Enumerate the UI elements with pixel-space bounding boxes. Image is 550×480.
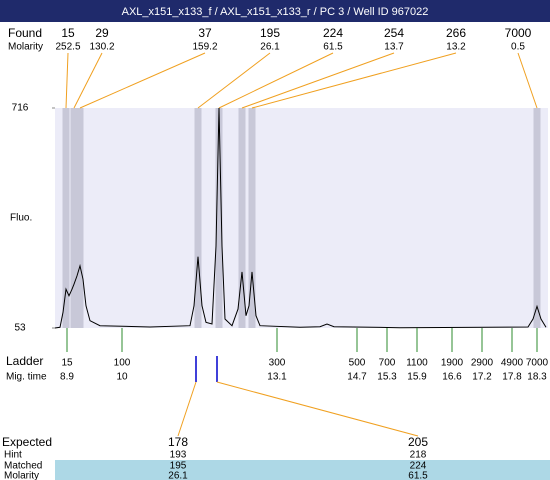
found-molarity: 61.5	[323, 42, 343, 53]
peak-connector	[197, 52, 271, 109]
ladder-size: 1900	[441, 358, 464, 369]
found-size: 37	[198, 26, 212, 40]
row-label: Expected	[2, 435, 52, 449]
matched-highlight	[55, 460, 550, 480]
row-label: Hint	[4, 450, 22, 461]
peak-band	[194, 108, 202, 328]
ladder-label: Ladder	[6, 354, 43, 368]
row-label: Molarity	[4, 471, 39, 480]
molarity-label: Molarity	[8, 42, 43, 53]
peak-connector	[218, 52, 334, 109]
header-bar	[0, 0, 550, 22]
peak-band	[248, 108, 256, 328]
found-size: 7000	[505, 26, 532, 40]
found-size: 266	[446, 26, 466, 40]
found-molarity: 13.2	[446, 42, 466, 53]
peak-connector	[65, 52, 69, 109]
peak-connector	[79, 52, 206, 109]
ladder-time: 13.1	[267, 372, 287, 383]
ladder-size: 2900	[471, 358, 494, 369]
expected-molarity: 26.1	[168, 471, 188, 480]
expected-matched: 224	[410, 461, 427, 472]
peak-band	[62, 108, 70, 328]
mig-time-label: Mig. time	[6, 372, 47, 383]
expected-hint: 218	[410, 450, 427, 461]
ladder-size: 1100	[406, 358, 428, 369]
ladder-time: 8.9	[60, 372, 74, 383]
y-axis-label: Fluo.	[10, 213, 32, 224]
header-title: AXL_x151_x133_f / AXL_x151_x133_r / PC 3…	[122, 6, 429, 18]
peak-connector	[251, 52, 457, 109]
peak-band	[70, 108, 78, 328]
ladder-size: 700	[379, 358, 396, 369]
ladder-time: 15.9	[407, 372, 427, 383]
ladder-size: 7000	[526, 358, 549, 369]
ladder-time: 16.6	[442, 372, 462, 383]
expected-expected: 178	[168, 435, 188, 449]
ladder-time: 14.7	[347, 372, 367, 383]
expected-molarity: 61.5	[408, 471, 428, 480]
ladder-size: 100	[114, 358, 131, 369]
ladder-size: 15	[61, 358, 73, 369]
ladder-time: 17.2	[472, 372, 492, 383]
found-molarity: 0.5	[511, 42, 525, 53]
y-tick-label: 716	[12, 103, 29, 114]
ladder-time: 10	[116, 372, 128, 383]
peak-band	[238, 108, 246, 328]
peak-connector	[241, 52, 395, 109]
ladder-time: 18.3	[527, 372, 547, 383]
peak-connector	[517, 52, 538, 109]
found-size: 15	[61, 26, 75, 40]
peak-band	[76, 108, 84, 328]
found-molarity: 13.7	[384, 42, 404, 53]
found-molarity: 130.2	[89, 42, 114, 53]
expected-expected: 205	[408, 435, 428, 449]
ladder-size: 4900	[501, 358, 524, 369]
found-size: 224	[323, 26, 343, 40]
found-size: 29	[95, 26, 109, 40]
ladder-size: 500	[349, 358, 366, 369]
peak-band	[533, 108, 541, 328]
y-tick-label: 53	[14, 323, 26, 334]
ladder-size: 300	[269, 358, 286, 369]
peak-connector	[73, 52, 103, 109]
expected-hint: 193	[170, 450, 187, 461]
found-size: 195	[260, 26, 280, 40]
plot-area	[55, 108, 548, 328]
trace	[54, 107, 547, 329]
peak-band	[215, 108, 223, 328]
row-label: Matched	[4, 461, 42, 472]
found-molarity: 159.2	[192, 42, 217, 53]
ladder-time: 15.3	[377, 372, 397, 383]
expected-matched: 195	[170, 461, 187, 472]
ladder-time: 17.8	[502, 372, 522, 383]
match-connector	[216, 381, 419, 437]
found-molarity: 252.5	[55, 42, 80, 53]
found-size: 254	[384, 26, 404, 40]
match-connector	[177, 381, 197, 437]
found-molarity: 26.1	[260, 42, 280, 53]
found-label: Found	[8, 26, 42, 40]
